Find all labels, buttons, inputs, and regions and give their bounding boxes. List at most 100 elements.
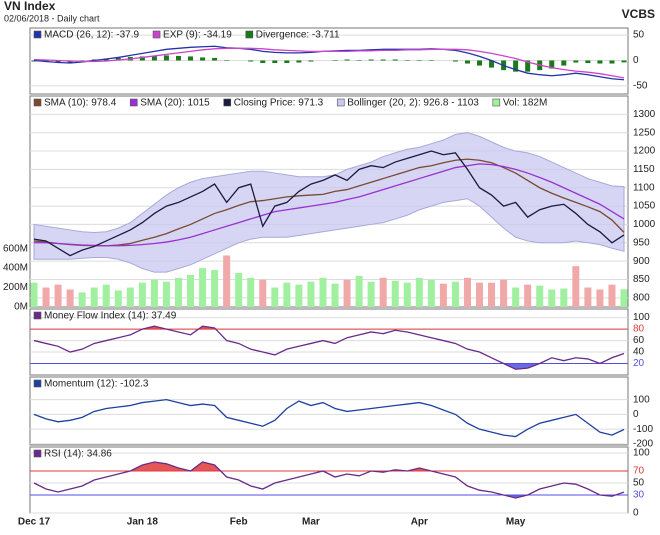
bar (296, 60, 302, 63)
bar (163, 55, 169, 61)
bar (307, 281, 315, 307)
bar (162, 281, 170, 307)
series-line (33, 158, 625, 247)
bar (427, 279, 435, 307)
bar (439, 283, 447, 307)
bar (235, 272, 243, 307)
series-line (33, 150, 625, 257)
bar (477, 60, 483, 66)
y-tick-label: -100 (633, 424, 653, 435)
bar (138, 282, 146, 307)
y-tick-label: -200 (633, 439, 653, 450)
bar (573, 60, 579, 63)
bar (416, 59, 422, 61)
y-tick-label: 1250 (633, 127, 656, 138)
x-tick-label: Apr (411, 517, 428, 528)
bar (549, 60, 555, 69)
bar (247, 277, 255, 307)
bar (621, 60, 627, 63)
bar (368, 59, 374, 61)
legend-label: Divergence: -3.711 (256, 30, 340, 41)
bar (200, 57, 206, 61)
bar (343, 279, 351, 307)
y2-tick-label: 0M (14, 302, 28, 313)
bar (260, 60, 266, 64)
bar (308, 60, 314, 62)
legend-swatch (245, 30, 254, 39)
bar (54, 284, 62, 307)
y-tick-label: 30 (633, 490, 645, 501)
bar (525, 60, 531, 72)
y-tick-label: 1150 (633, 164, 655, 175)
legend-swatch (33, 311, 42, 320)
page-title: VN Index (4, 0, 56, 13)
bar (187, 274, 195, 307)
y-tick-label: 0 (633, 508, 639, 519)
legend-label: SMA (20): 1015 (140, 98, 210, 109)
legend-label: Momentum (12): -102.3 (44, 379, 149, 390)
legend-swatch (33, 379, 42, 388)
bar (139, 56, 145, 61)
bollinger-band (33, 132, 625, 273)
x-tick-label: Dec 17 (18, 517, 51, 528)
y-tick-label: 60 (633, 335, 645, 346)
bar (584, 287, 592, 307)
bar (488, 282, 496, 307)
bar (548, 289, 556, 307)
y-tick-label: 0 (633, 409, 639, 420)
legend-label: Bollinger (20, 2): 926.8 - 1103 (347, 98, 479, 109)
y-tick-label: -50 (633, 81, 648, 92)
bar (452, 60, 458, 62)
series-line (34, 163, 625, 247)
bar (608, 284, 616, 307)
bar (403, 282, 411, 307)
bar (451, 281, 459, 307)
bar (271, 287, 279, 307)
bar (55, 60, 61, 63)
bar (476, 282, 484, 307)
bar (404, 59, 410, 61)
bar (79, 60, 85, 61)
bar (561, 60, 567, 66)
legend-label: MACD (26, 12): -37.9 (44, 30, 139, 41)
bar (199, 268, 207, 307)
bar (284, 60, 290, 64)
bar (174, 277, 182, 307)
y-tick-label: 900 (633, 256, 650, 267)
bar (114, 290, 122, 307)
bar (66, 289, 74, 307)
bar (175, 55, 181, 61)
y-tick-label: 80 (633, 324, 645, 335)
y2-tick-label: 600M (3, 243, 28, 254)
y2-tick-label: 400M (3, 263, 28, 274)
bar (513, 60, 519, 72)
bar (609, 60, 615, 64)
y-tick-label: 100 (633, 448, 650, 459)
y-tick-label: 1000 (633, 219, 656, 230)
y-tick-label: 850 (633, 274, 650, 285)
bar (344, 59, 350, 61)
bar (500, 279, 508, 307)
bar (30, 282, 38, 307)
bar (259, 279, 267, 307)
y-tick-label: 1300 (633, 109, 656, 120)
y-tick-label: 800 (633, 292, 650, 303)
y-tick-label: 1200 (633, 146, 656, 157)
y-tick-label: 20 (633, 358, 645, 369)
legend-swatch (33, 449, 42, 458)
series-line (33, 461, 625, 499)
bar (620, 289, 628, 307)
threshold-fill (34, 462, 624, 471)
bar (115, 57, 121, 61)
bar (380, 59, 386, 61)
bar (319, 277, 327, 307)
bar (151, 55, 157, 61)
threshold-fill (34, 326, 624, 330)
legend-swatch (336, 98, 345, 107)
bar (560, 288, 568, 307)
legend-label: Closing Price: 971.3 (234, 98, 324, 109)
bar (332, 59, 338, 61)
legend-swatch (492, 98, 501, 107)
bar (223, 255, 231, 307)
bar (212, 57, 218, 61)
